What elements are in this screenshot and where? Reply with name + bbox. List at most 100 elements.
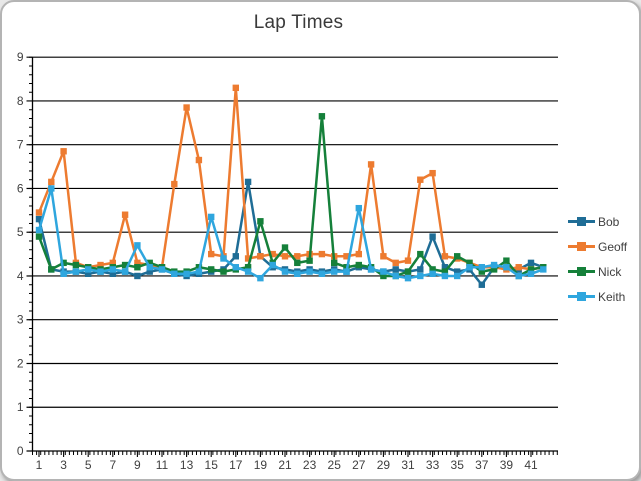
series-marker-geoff [134,259,141,267]
series-marker-nick [220,268,227,275]
legend-label-nick: Nick [598,264,622,279]
series-marker-keith [404,274,412,282]
y-axis-label: 0 [17,444,24,458]
series-marker-keith [72,268,80,275]
series-marker-geoff [183,104,190,111]
series-marker-nick [294,259,301,267]
legend-item-geoff: Geoff [568,239,627,254]
x-axis-label: 11 [156,458,169,472]
series-marker-keith [232,264,239,271]
series-marker-geoff [109,259,116,267]
series-marker-geoff [97,261,104,269]
series-marker-nick [380,272,387,280]
series-marker-geoff [515,264,522,271]
x-axis-label: 1 [36,458,43,472]
y-axis-label: 6 [17,181,24,195]
series-marker-geoff [48,178,55,186]
keith-series-swatch-icon [568,292,595,301]
y-axis-label: 5 [17,225,24,239]
series-marker-geoff [367,161,375,168]
y-axis-label: 2 [17,356,24,370]
series-marker-keith [97,268,104,275]
x-axis-label: 13 [180,458,194,472]
series-marker-nick [355,261,362,269]
legend-label-keith: Keith [598,289,626,304]
series-marker-nick [417,250,424,258]
series-marker-nick [244,264,252,271]
series-marker-keith [515,272,522,280]
series-marker-geoff [35,209,43,216]
series-marker-keith [35,226,43,234]
series-marker-nick [60,259,67,267]
legend-label-geoff: Geoff [598,239,628,254]
series-marker-keith [269,261,276,269]
series-marker-keith [85,266,92,273]
series-marker-nick [454,253,461,260]
series-marker-keith [48,185,55,192]
legend-item-keith: Keith [568,289,627,304]
series-marker-nick [257,218,264,225]
series-marker-geoff [392,259,399,267]
series-marker-keith [540,266,547,273]
series-marker-keith [392,272,399,280]
series-marker-keith [121,268,129,275]
series-marker-geoff [404,257,412,264]
series-marker-keith [503,264,510,271]
bob-series-swatch-icon [568,217,595,226]
series-marker-keith [257,274,264,282]
series-marker-geoff [343,253,350,260]
y-axis-label: 4 [17,269,24,283]
y-axis-label: 3 [17,313,24,327]
series-marker-keith [318,270,326,277]
chart-legend: Bob Geoff Nick Keith [568,214,627,304]
series-marker-keith [454,272,461,280]
series-marker-nick [134,264,141,271]
series-marker-geoff [195,156,203,164]
series-marker-keith [429,270,436,277]
series-marker-geoff [269,250,276,258]
x-axis-label: 41 [524,458,538,472]
series-marker-nick [441,268,449,275]
series-marker-nick [503,257,510,264]
series-marker-nick [318,113,326,120]
series-marker-keith [355,204,362,212]
legend-item-nick: Nick [568,264,627,279]
series-marker-bob [478,281,485,288]
series-marker-keith [183,270,190,277]
series-marker-bob [417,266,424,273]
series-marker-keith [146,264,153,271]
series-marker-nick [331,259,338,267]
series-marker-nick [527,266,535,273]
series-marker-keith [478,264,485,271]
series-marker-bob [134,272,141,280]
series-marker-nick [72,261,80,269]
series-marker-geoff [232,84,239,92]
series-marker-keith [331,268,338,275]
series-marker-keith [343,268,350,275]
series-marker-keith [171,270,178,277]
x-axis-label: 33 [426,458,440,472]
series-marker-keith [466,264,473,271]
y-axis-label: 9 [17,50,24,64]
x-axis-label: 3 [60,458,67,472]
series-marker-bob [244,178,252,186]
series-marker-bob [441,264,449,271]
series-marker-nick [121,261,129,269]
series-marker-nick [146,259,153,267]
series-marker-nick [281,244,289,251]
series-marker-geoff [417,176,424,183]
y-axis-label: 7 [17,138,24,152]
x-axis-label: 29 [377,458,391,472]
series-marker-nick [404,268,412,275]
series-marker-nick [466,259,473,267]
series-marker-keith [220,255,227,262]
series-marker-bob [146,268,153,275]
series-marker-keith [109,266,116,273]
series-marker-nick [429,266,436,273]
series-marker-geoff [257,253,264,260]
series-line-geoff [37,86,544,271]
series-marker-nick [490,266,498,273]
x-axis-label: 27 [352,458,366,472]
x-axis-label: 23 [303,458,317,472]
